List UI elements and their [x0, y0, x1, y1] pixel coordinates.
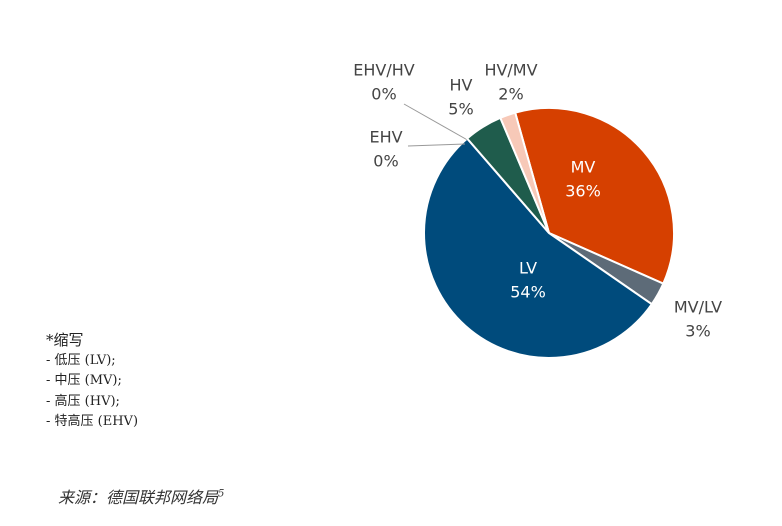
- leader-line: [407, 143, 466, 147]
- slice-label: HV/MV: [484, 61, 537, 80]
- value-label: 5%: [448, 100, 473, 119]
- value-label: 36%: [565, 182, 601, 201]
- pie-slice: [499, 111, 550, 234]
- source-ref: 5: [218, 488, 225, 500]
- pie-slice: [423, 137, 654, 359]
- slice-label: LV: [519, 259, 537, 278]
- source: 来源：德国联邦网络局5: [58, 484, 224, 508]
- note-item: - 特高压 (EHV): [46, 414, 139, 429]
- slice-label: EHV/HV: [353, 61, 415, 80]
- slice-label: MV/LV: [674, 298, 722, 317]
- value-label: 54%: [510, 283, 546, 302]
- value-label: 0%: [371, 85, 396, 104]
- value-label: 2%: [498, 85, 523, 104]
- note-item: - 中压 (MV);: [46, 373, 122, 388]
- value-label: 3%: [685, 322, 710, 341]
- note-item: - 低压 (LV);: [46, 352, 116, 368]
- pie-slice: [513, 107, 675, 285]
- value-label: 0%: [373, 152, 398, 171]
- slice-label: EHV: [369, 128, 402, 147]
- note-item: - 高压 (HV);: [46, 393, 120, 409]
- source-text: 来源：德国联邦网络局: [58, 488, 219, 507]
- notes-title: *缩写: [46, 331, 84, 349]
- slice-label: HV: [450, 76, 473, 95]
- leader-line: [403, 103, 472, 143]
- notes: *缩写 - 低压 (LV); - 中压 (MV); - 高压 (HV); - 特…: [46, 330, 138, 433]
- slice-label: MV: [571, 158, 596, 177]
